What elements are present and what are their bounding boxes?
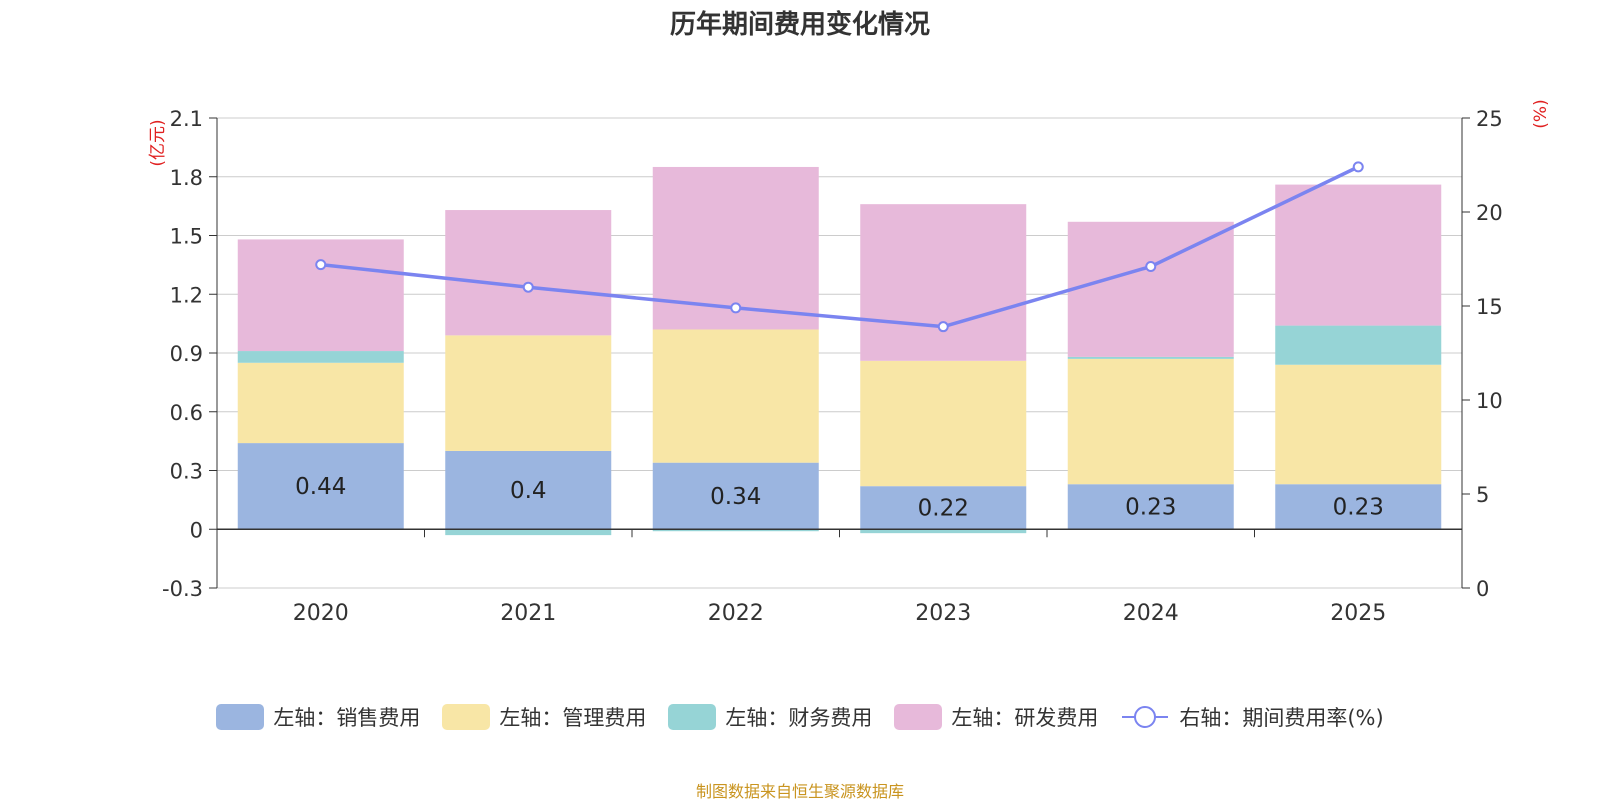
legend-swatch-sales bbox=[216, 704, 265, 730]
left-tick-label: 1.8 bbox=[170, 166, 203, 190]
bar-sales-2021 bbox=[445, 450, 612, 530]
left-tick-label: 0 bbox=[190, 518, 203, 542]
bar-admin-2023 bbox=[860, 360, 1027, 487]
data-label-sales-2020: 0.44 bbox=[295, 474, 346, 500]
bar-admin-2025 bbox=[1275, 364, 1442, 485]
right-tick-label: 20 bbox=[1476, 201, 1503, 225]
data-label-sales-2025: 0.23 bbox=[1333, 495, 1384, 521]
legend-swatch-admin bbox=[442, 704, 491, 730]
bar-sales-2025 bbox=[1275, 484, 1442, 530]
legend: 左轴：销售费用 左轴：管理费用 左轴：财务费用 左轴：研发费用 右轴：期间费用率… bbox=[0, 702, 1600, 732]
rate-point-2025 bbox=[1352, 161, 1364, 173]
right-tick-label: 10 bbox=[1476, 389, 1503, 413]
bar-sales-2023 bbox=[860, 486, 1027, 530]
bar-admin-2020 bbox=[237, 362, 404, 444]
legend-item-sales[interactable]: 左轴：销售费用 bbox=[216, 702, 420, 732]
legend-line-marker-icon bbox=[1122, 706, 1169, 728]
bar-finance-2024 bbox=[1067, 356, 1234, 359]
x-tick-label: 2022 bbox=[708, 601, 764, 626]
legend-swatch-rnd bbox=[894, 704, 943, 730]
data-label-sales-2024: 0.23 bbox=[1125, 495, 1176, 521]
rate-point-2021 bbox=[522, 281, 534, 293]
bar-sales-2022 bbox=[652, 462, 819, 530]
left-tick-label: 0.6 bbox=[170, 401, 203, 425]
legend-item-rnd[interactable]: 左轴：研发费用 bbox=[894, 702, 1098, 732]
legend-item-admin[interactable]: 左轴：管理费用 bbox=[442, 702, 646, 732]
legend-label-sales: 左轴：销售费用 bbox=[273, 706, 421, 730]
bar-finance-2025 bbox=[1275, 325, 1442, 365]
bar-admin-2024 bbox=[1067, 358, 1234, 485]
legend-label-rate: 右轴：期间费用率(%) bbox=[1179, 706, 1384, 730]
right-tick-label: 15 bbox=[1476, 295, 1503, 319]
bar-sales-2024 bbox=[1067, 484, 1234, 530]
left-tick-label: 0.9 bbox=[170, 342, 203, 366]
bar-finance-2020 bbox=[237, 351, 404, 363]
right-tick-label: 0 bbox=[1476, 577, 1489, 601]
data-label-sales-2023: 0.22 bbox=[918, 496, 969, 522]
bar-rnd-2021 bbox=[445, 210, 612, 336]
chart-title: 历年期间费用变化情况 bbox=[669, 10, 930, 40]
right-tick-label: 5 bbox=[1476, 483, 1489, 507]
legend-item-finance[interactable]: 左轴：财务费用 bbox=[668, 702, 872, 732]
right-axis-unit: (%) bbox=[1531, 99, 1551, 128]
rate-point-2020 bbox=[315, 259, 327, 271]
bar-admin-2021 bbox=[445, 335, 612, 451]
legend-swatch-finance bbox=[668, 704, 717, 730]
bar-admin-2022 bbox=[652, 329, 819, 463]
rate-point-2022 bbox=[730, 302, 742, 314]
source-note: 制图数据来自恒生聚源数据库 bbox=[695, 782, 904, 801]
bar-finance-2023 bbox=[860, 529, 1027, 534]
rate-point-2024 bbox=[1145, 261, 1157, 273]
bar-rnd-2024 bbox=[1067, 221, 1234, 357]
bar-finance-2021 bbox=[445, 529, 612, 536]
x-tick-label: 2023 bbox=[915, 601, 971, 626]
legend-label-admin: 左轴：管理费用 bbox=[499, 706, 647, 730]
bar-rnd-2025 bbox=[1275, 184, 1442, 326]
x-tick-label: 2025 bbox=[1330, 601, 1386, 626]
legend-item-rate[interactable]: 右轴：期间费用率(%) bbox=[1120, 702, 1384, 732]
data-label-sales-2022: 0.34 bbox=[710, 484, 761, 510]
x-tick-label: 2024 bbox=[1123, 601, 1179, 626]
rate-line bbox=[320, 165, 1360, 329]
legend-label-rnd: 左轴：研发费用 bbox=[951, 706, 1099, 730]
bar-sales-2020 bbox=[237, 443, 404, 530]
right-tick-label: 25 bbox=[1476, 107, 1503, 131]
left-tick-label: 0.3 bbox=[170, 460, 203, 484]
left-tick-label: -0.3 bbox=[162, 577, 203, 601]
left-tick-label: 2.1 bbox=[170, 107, 203, 131]
x-tick-label: 2021 bbox=[500, 601, 556, 626]
left-tick-label: 1.2 bbox=[170, 283, 203, 307]
bar-rnd-2023 bbox=[860, 204, 1027, 361]
bar-rnd-2020 bbox=[237, 239, 404, 352]
x-tick-label: 2020 bbox=[293, 601, 349, 626]
left-axis-unit: (亿元) bbox=[148, 119, 168, 166]
bar-finance-2022 bbox=[652, 529, 819, 532]
left-tick-label: 1.5 bbox=[170, 225, 203, 249]
rate-point-2023 bbox=[937, 321, 949, 333]
data-label-sales-2021: 0.4 bbox=[510, 478, 547, 504]
legend-label-finance: 左轴：财务费用 bbox=[725, 706, 873, 730]
